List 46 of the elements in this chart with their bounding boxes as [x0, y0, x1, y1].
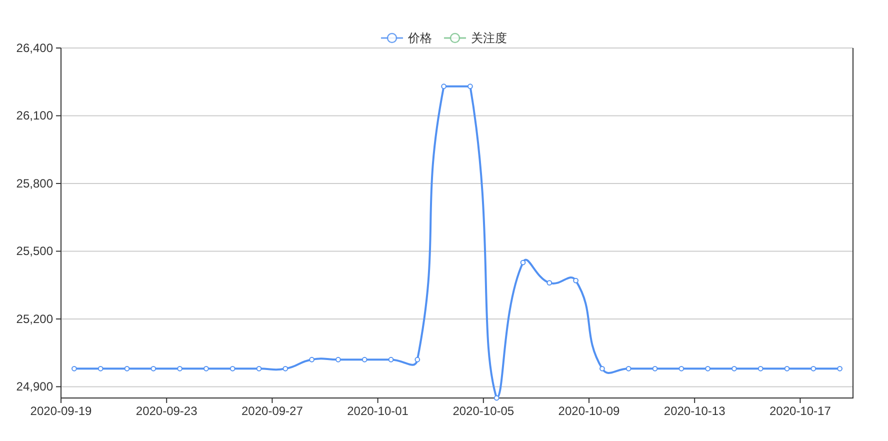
point [626, 366, 632, 372]
x-tick-label: 2020-10-09 [558, 404, 620, 418]
point [124, 366, 130, 372]
point [414, 356, 420, 362]
legend-label: 价格 [407, 31, 432, 45]
point [256, 366, 262, 372]
point [309, 356, 314, 362]
point [494, 395, 500, 401]
y-tick-label: 25,800 [16, 176, 54, 190]
point [388, 356, 394, 362]
x-tick-label: 2020-10-13 [664, 404, 726, 418]
point [546, 280, 552, 286]
point [441, 84, 446, 90]
y-tick-label: 24,900 [16, 380, 54, 394]
x-tick-label: 2020-09-19 [30, 404, 92, 418]
point [230, 366, 236, 372]
point [705, 366, 710, 372]
point [468, 84, 473, 90]
x-tick-label: 2020-09-23 [136, 404, 198, 418]
point [810, 366, 816, 372]
point [362, 356, 368, 362]
point [784, 366, 790, 372]
point [336, 356, 341, 362]
point [600, 366, 605, 372]
legend-label: 关注度 [471, 31, 507, 45]
y-tick-label: 25,500 [16, 244, 54, 258]
point [732, 366, 737, 372]
y-tick-label: 25,200 [16, 312, 54, 326]
point [98, 366, 104, 372]
point [204, 366, 209, 372]
point [177, 366, 182, 372]
point [678, 366, 684, 372]
point [520, 260, 526, 266]
point [652, 366, 658, 372]
point [150, 366, 156, 372]
point [282, 366, 288, 372]
y-tick-label: 26,400 [16, 41, 54, 55]
point [758, 366, 764, 372]
point [72, 366, 77, 372]
y-tick-label: 26,100 [16, 108, 54, 123]
x-tick-label: 2020-09-27 [242, 404, 304, 418]
x-tick-label: 2020-10-01 [347, 404, 409, 418]
x-tick-label: 2020-10-17 [770, 404, 832, 418]
point [837, 366, 842, 372]
point [573, 278, 578, 284]
x-tick-label: 2020-10-05 [452, 404, 514, 418]
